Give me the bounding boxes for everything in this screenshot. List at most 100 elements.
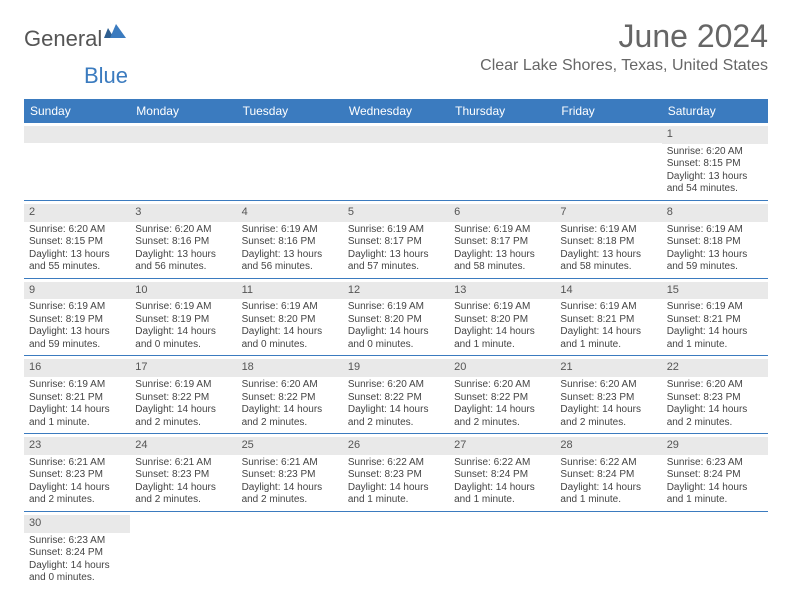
empty-cell	[555, 512, 661, 589]
sunrise-line: Sunrise: 6:19 AM	[242, 224, 338, 237]
day-cell: 30Sunrise: 6:23 AMSunset: 8:24 PMDayligh…	[24, 512, 130, 589]
day-number: 26	[343, 437, 449, 455]
daylight-line: Daylight: 14 hours and 0 minutes.	[242, 326, 338, 351]
sunset-line: Sunset: 8:23 PM	[348, 469, 444, 482]
day-number: 6	[449, 204, 555, 222]
day-number: 7	[555, 204, 661, 222]
sunset-line: Sunset: 8:23 PM	[242, 469, 338, 482]
empty-cell	[130, 512, 236, 589]
day-cell: 16Sunrise: 6:19 AMSunset: 8:21 PMDayligh…	[24, 356, 130, 433]
sunset-line: Sunset: 8:23 PM	[667, 392, 763, 405]
empty-daynum-bar	[449, 126, 555, 143]
day-cell: 23Sunrise: 6:21 AMSunset: 8:23 PMDayligh…	[24, 434, 130, 511]
day-cell: 19Sunrise: 6:20 AMSunset: 8:22 PMDayligh…	[343, 356, 449, 433]
week-row: 2Sunrise: 6:20 AMSunset: 8:15 PMDaylight…	[24, 201, 768, 279]
daylight-line: Daylight: 13 hours and 58 minutes.	[454, 249, 550, 274]
sunrise-line: Sunrise: 6:19 AM	[29, 379, 125, 392]
sunset-line: Sunset: 8:18 PM	[560, 236, 656, 249]
sunrise-line: Sunrise: 6:19 AM	[348, 224, 444, 237]
sunset-line: Sunset: 8:18 PM	[667, 236, 763, 249]
daylight-line: Daylight: 14 hours and 2 minutes.	[242, 482, 338, 507]
dow-mon: Monday	[130, 99, 236, 123]
daylight-line: Daylight: 14 hours and 1 minute.	[454, 482, 550, 507]
day-number: 10	[130, 282, 236, 300]
day-cell: 14Sunrise: 6:19 AMSunset: 8:21 PMDayligh…	[555, 279, 661, 356]
sunrise-line: Sunrise: 6:19 AM	[135, 379, 231, 392]
daylight-line: Daylight: 14 hours and 2 minutes.	[348, 404, 444, 429]
sunset-line: Sunset: 8:15 PM	[29, 236, 125, 249]
daylight-line: Daylight: 14 hours and 2 minutes.	[454, 404, 550, 429]
daylight-line: Daylight: 14 hours and 0 minutes.	[29, 560, 125, 585]
sunset-line: Sunset: 8:17 PM	[454, 236, 550, 249]
sunset-line: Sunset: 8:21 PM	[667, 314, 763, 327]
calendar: Sunday Monday Tuesday Wednesday Thursday…	[24, 99, 768, 589]
sunrise-line: Sunrise: 6:20 AM	[454, 379, 550, 392]
empty-daynum-bar	[24, 126, 130, 143]
sunrise-line: Sunrise: 6:22 AM	[454, 457, 550, 470]
day-number: 8	[662, 204, 768, 222]
daylight-line: Daylight: 13 hours and 56 minutes.	[135, 249, 231, 274]
empty-daynum-bar	[237, 126, 343, 143]
month-title: June 2024	[480, 18, 768, 55]
day-cell: 18Sunrise: 6:20 AMSunset: 8:22 PMDayligh…	[237, 356, 343, 433]
daylight-line: Daylight: 14 hours and 2 minutes.	[667, 404, 763, 429]
day-number: 21	[555, 359, 661, 377]
day-number: 4	[237, 204, 343, 222]
day-number: 17	[130, 359, 236, 377]
empty-daynum-bar	[555, 126, 661, 143]
day-cell: 20Sunrise: 6:20 AMSunset: 8:22 PMDayligh…	[449, 356, 555, 433]
daylight-line: Daylight: 14 hours and 1 minute.	[348, 482, 444, 507]
sunrise-line: Sunrise: 6:19 AM	[560, 224, 656, 237]
daylight-line: Daylight: 13 hours and 59 minutes.	[29, 326, 125, 351]
daylight-line: Daylight: 14 hours and 1 minute.	[560, 326, 656, 351]
sunset-line: Sunset: 8:24 PM	[667, 469, 763, 482]
sunrise-line: Sunrise: 6:20 AM	[667, 379, 763, 392]
sunrise-line: Sunrise: 6:23 AM	[667, 457, 763, 470]
week-row: 23Sunrise: 6:21 AMSunset: 8:23 PMDayligh…	[24, 434, 768, 512]
daylight-line: Daylight: 14 hours and 1 minute.	[560, 482, 656, 507]
sunrise-line: Sunrise: 6:21 AM	[135, 457, 231, 470]
sunrise-line: Sunrise: 6:22 AM	[560, 457, 656, 470]
daylight-line: Daylight: 13 hours and 57 minutes.	[348, 249, 444, 274]
dow-thu: Thursday	[449, 99, 555, 123]
sunrise-line: Sunrise: 6:19 AM	[242, 301, 338, 314]
sunset-line: Sunset: 8:23 PM	[560, 392, 656, 405]
day-number: 13	[449, 282, 555, 300]
day-cell: 25Sunrise: 6:21 AMSunset: 8:23 PMDayligh…	[237, 434, 343, 511]
sunrise-line: Sunrise: 6:19 AM	[348, 301, 444, 314]
day-number: 1	[662, 126, 768, 144]
day-cell: 3Sunrise: 6:20 AMSunset: 8:16 PMDaylight…	[130, 201, 236, 278]
day-number: 27	[449, 437, 555, 455]
day-cell: 28Sunrise: 6:22 AMSunset: 8:24 PMDayligh…	[555, 434, 661, 511]
day-number: 14	[555, 282, 661, 300]
sunrise-line: Sunrise: 6:21 AM	[29, 457, 125, 470]
day-number: 3	[130, 204, 236, 222]
dow-tue: Tuesday	[237, 99, 343, 123]
empty-cell	[24, 123, 130, 200]
daylight-line: Daylight: 14 hours and 0 minutes.	[135, 326, 231, 351]
sunset-line: Sunset: 8:20 PM	[242, 314, 338, 327]
daylight-line: Daylight: 14 hours and 1 minute.	[667, 482, 763, 507]
sunset-line: Sunset: 8:17 PM	[348, 236, 444, 249]
sunrise-line: Sunrise: 6:19 AM	[560, 301, 656, 314]
day-number: 16	[24, 359, 130, 377]
day-cell: 9Sunrise: 6:19 AMSunset: 8:19 PMDaylight…	[24, 279, 130, 356]
daylight-line: Daylight: 14 hours and 2 minutes.	[135, 482, 231, 507]
daylight-line: Daylight: 14 hours and 2 minutes.	[29, 482, 125, 507]
daylight-line: Daylight: 13 hours and 59 minutes.	[667, 249, 763, 274]
sunrise-line: Sunrise: 6:19 AM	[135, 301, 231, 314]
day-cell: 7Sunrise: 6:19 AMSunset: 8:18 PMDaylight…	[555, 201, 661, 278]
dow-wed: Wednesday	[343, 99, 449, 123]
sunset-line: Sunset: 8:24 PM	[29, 547, 125, 560]
day-number: 20	[449, 359, 555, 377]
day-number: 5	[343, 204, 449, 222]
daylight-line: Daylight: 14 hours and 2 minutes.	[560, 404, 656, 429]
day-cell: 12Sunrise: 6:19 AMSunset: 8:20 PMDayligh…	[343, 279, 449, 356]
sunset-line: Sunset: 8:22 PM	[242, 392, 338, 405]
sunrise-line: Sunrise: 6:19 AM	[667, 301, 763, 314]
sunrise-line: Sunrise: 6:20 AM	[667, 146, 763, 159]
sunset-line: Sunset: 8:15 PM	[667, 158, 763, 171]
dow-sun: Sunday	[24, 99, 130, 123]
empty-cell	[237, 123, 343, 200]
day-cell: 4Sunrise: 6:19 AMSunset: 8:16 PMDaylight…	[237, 201, 343, 278]
